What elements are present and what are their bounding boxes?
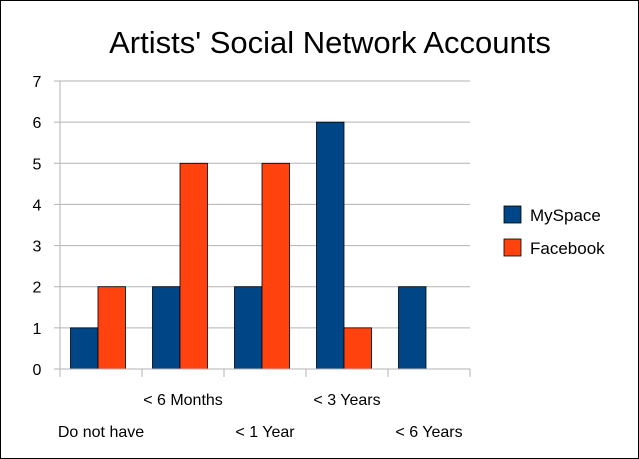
x-tick-label: < 3 Years [313,392,380,409]
y-tick-label: 5 [33,156,42,173]
bars [70,121,427,370]
bar-facebook-1 [179,162,208,370]
x-tick-labels: Do not have < 6 Months < 1 Year < 3 Years < … [58,392,463,441]
bar-myspace-3 [316,121,345,370]
x-tick-label: < 6 Years [395,424,462,441]
y-tick-label: 1 [33,321,42,338]
bar-myspace-0 [70,327,99,370]
bar-myspace-1 [152,286,181,370]
bar-facebook-3 [343,327,372,370]
y-tick-label: 2 [33,280,42,297]
legend-swatch-myspace [503,205,522,224]
x-tick-label: Do not have [58,424,144,441]
y-tick-label: 4 [33,197,42,214]
chart-title: Artists' Social Network Accounts [109,25,551,60]
x-tick-label: < 6 Months [143,392,223,409]
bar-facebook-0 [97,286,126,370]
legend-label-facebook: Facebook [530,239,605,258]
y-tick-label: 7 [33,74,42,91]
y-tick-label: 3 [33,239,42,256]
x-tick-label: < 1 Year [235,424,295,441]
y-tick-label: 0 [33,362,42,379]
legend-swatch-facebook [503,238,522,257]
legend-label-myspace: MySpace [530,206,601,225]
y-tick-labels: 0 1 2 3 4 5 6 7 [33,74,42,379]
bar-myspace-4 [398,286,427,370]
legend: MySpace Facebook [503,205,605,258]
bar-myspace-2 [234,286,263,370]
y-tick-label: 6 [33,115,42,132]
axes [54,80,471,377]
bar-facebook-2 [261,162,290,370]
